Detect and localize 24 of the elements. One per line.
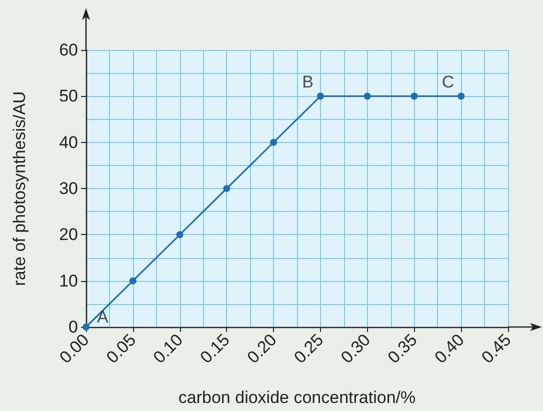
point — [458, 92, 465, 100]
point — [129, 277, 136, 284]
x-tick-label: 0.40 — [431, 330, 468, 368]
x-axis-title: carbon dioxide concentration/% — [178, 388, 416, 407]
y-tick-label: 10 — [59, 271, 78, 290]
point — [223, 185, 230, 192]
x-tick-label: 0.20 — [243, 330, 280, 368]
point — [364, 92, 371, 100]
point — [176, 231, 184, 238]
y-tick-label: 0 — [68, 318, 78, 336]
annotation: A — [97, 308, 109, 326]
annotation: C — [442, 72, 454, 92]
y-tick-label: 30 — [59, 179, 78, 198]
point — [270, 138, 278, 146]
y-tick-label: 20 — [59, 225, 78, 244]
y-axis-title: rate of photosynthesis/AU — [10, 91, 29, 286]
x-tick-label: 0.30 — [337, 330, 374, 368]
y-tick-label: 60 — [59, 40, 78, 60]
point — [316, 92, 324, 100]
annotation: B — [302, 72, 314, 92]
x-tick-label: 0.10 — [150, 330, 186, 368]
y-tick-label: 50 — [59, 86, 78, 106]
point — [410, 92, 418, 100]
y-tick-label: 40 — [59, 132, 78, 152]
